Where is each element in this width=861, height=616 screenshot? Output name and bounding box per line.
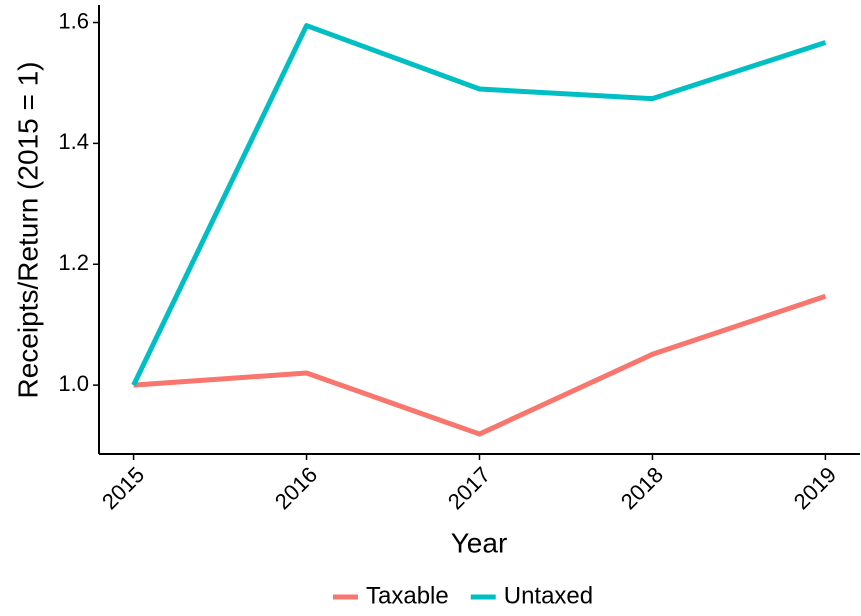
x-tick-label: 2016: [270, 462, 322, 514]
y-tick-label: 1.4: [58, 129, 89, 154]
x-tick-label: 2017: [443, 462, 495, 514]
y-tick-label: 1.2: [58, 250, 89, 275]
x-axis-title: Year: [451, 527, 508, 558]
legend-label: Taxable: [366, 582, 449, 609]
y-tick-label: 1.0: [58, 371, 89, 396]
x-tick-label: 2018: [616, 462, 668, 514]
series-line: [131, 23, 827, 387]
y-tick-label: 1.6: [58, 8, 89, 33]
x-tick-label: 2019: [789, 462, 841, 514]
legend-label: Untaxed: [504, 582, 593, 609]
y-axis-title: Receipts/Return (2015 = 1): [12, 62, 43, 399]
x-tick-label: 2015: [97, 462, 149, 514]
series-line: [133, 293, 827, 437]
